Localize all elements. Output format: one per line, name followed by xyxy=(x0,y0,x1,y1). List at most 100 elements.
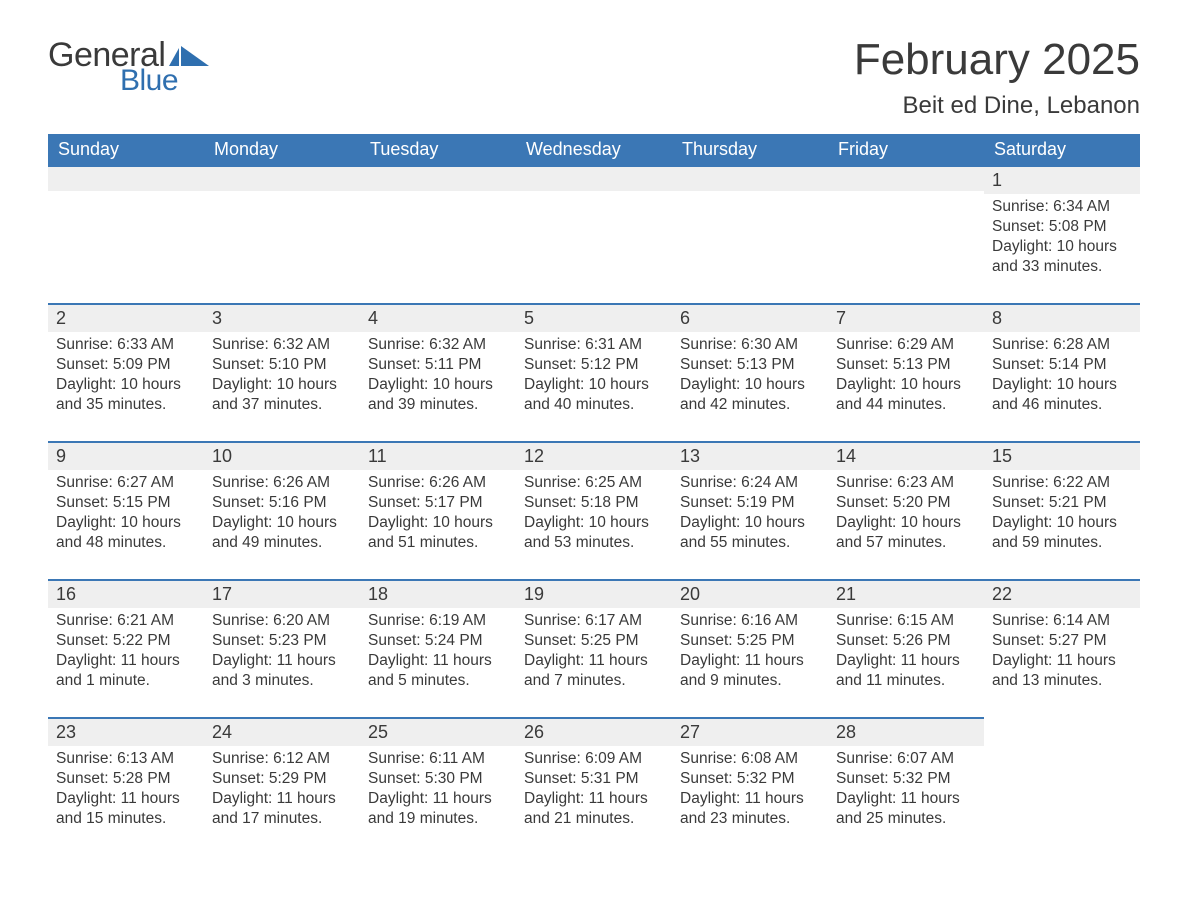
day-details: Sunrise: 6:09 AMSunset: 5:31 PMDaylight:… xyxy=(516,746,672,834)
weekday-header: Sunday xyxy=(48,134,204,165)
day-number: 9 xyxy=(48,441,204,470)
sunrise-line: Sunrise: 6:33 AM xyxy=(56,335,196,355)
empty-day-marker xyxy=(516,165,672,191)
day-number: 21 xyxy=(828,579,984,608)
calendar-cell: 15 Sunrise: 6:22 AMSunset: 5:21 PMDayligh… xyxy=(984,441,1140,579)
sunrise-line: Sunrise: 6:09 AM xyxy=(524,749,664,769)
daylight-line: Daylight: 10 hours and 48 minutes. xyxy=(56,513,196,553)
calendar-cell: 1Sunrise: 6:34 AMSunset: 5:08 PMDaylight… xyxy=(984,165,1140,303)
sunrise-line: Sunrise: 6:13 AM xyxy=(56,749,196,769)
sunset-line: Sunset: 5:13 PM xyxy=(836,355,976,375)
calendar-cell xyxy=(516,165,672,303)
day-number: 27 xyxy=(672,717,828,746)
sunrise-line: Sunrise: 6:22 AM xyxy=(992,473,1132,493)
logo: General Blue xyxy=(48,38,209,96)
calendar-cell: 22Sunrise: 6:14 AMSunset: 5:27 PMDayligh… xyxy=(984,579,1140,717)
sunset-line: Sunset: 5:14 PM xyxy=(992,355,1132,375)
calendar-table: SundayMondayTuesdayWednesdayThursdayFrid… xyxy=(48,134,1140,855)
calendar-cell: 12Sunrise: 6:25 AMSunset: 5:18 PMDayligh… xyxy=(516,441,672,579)
calendar-cell: 18Sunrise: 6:19 AMSunset: 5:24 PMDayligh… xyxy=(360,579,516,717)
calendar-cell xyxy=(360,165,516,303)
sunrise-line: Sunrise: 6:16 AM xyxy=(680,611,820,631)
day-number: 15 xyxy=(984,441,1140,470)
day-details: Sunrise: 6:07 AMSunset: 5:32 PMDaylight:… xyxy=(828,746,984,834)
day-details: Sunrise: 6:08 AMSunset: 5:32 PMDaylight:… xyxy=(672,746,828,834)
day-details: Sunrise: 6:26 AMSunset: 5:16 PMDaylight:… xyxy=(204,470,360,558)
calendar-cell: 8Sunrise: 6:28 AMSunset: 5:14 PMDaylight… xyxy=(984,303,1140,441)
calendar-week: 1Sunrise: 6:34 AMSunset: 5:08 PMDaylight… xyxy=(48,165,1140,303)
sunset-line: Sunset: 5:32 PM xyxy=(680,769,820,789)
header-row: General Blue February 2025 Beit ed Dine,… xyxy=(48,38,1140,120)
day-details: Sunrise: 6:14 AMSunset: 5:27 PMDaylight:… xyxy=(984,608,1140,696)
daylight-line: Daylight: 10 hours and 57 minutes. xyxy=(836,513,976,553)
calendar-cell xyxy=(984,717,1140,855)
weekday-header: Monday xyxy=(204,134,360,165)
day-number: 7 xyxy=(828,303,984,332)
sunrise-line: Sunrise: 6:21 AM xyxy=(56,611,196,631)
daylight-line: Daylight: 11 hours and 9 minutes. xyxy=(680,651,820,691)
sunset-line: Sunset: 5:20 PM xyxy=(836,493,976,513)
calendar-cell: 24Sunrise: 6:12 AMSunset: 5:29 PMDayligh… xyxy=(204,717,360,855)
daylight-line: Daylight: 11 hours and 15 minutes. xyxy=(56,789,196,829)
logo-word-blue: Blue xyxy=(120,66,209,96)
calendar-cell: 10Sunrise: 6:26 AMSunset: 5:16 PMDayligh… xyxy=(204,441,360,579)
calendar-week: 23Sunrise: 6:13 AMSunset: 5:28 PMDayligh… xyxy=(48,717,1140,855)
daylight-line: Daylight: 10 hours and 35 minutes. xyxy=(56,375,196,415)
daylight-line: Daylight: 11 hours and 19 minutes. xyxy=(368,789,508,829)
day-number: 10 xyxy=(204,441,360,470)
day-number: 24 xyxy=(204,717,360,746)
sunset-line: Sunset: 5:23 PM xyxy=(212,631,352,651)
day-number: 13 xyxy=(672,441,828,470)
calendar-cell: 7Sunrise: 6:29 AMSunset: 5:13 PMDaylight… xyxy=(828,303,984,441)
day-details: Sunrise: 6:26 AMSunset: 5:17 PMDaylight:… xyxy=(360,470,516,558)
sunrise-line: Sunrise: 6:34 AM xyxy=(992,197,1132,217)
daylight-line: Daylight: 11 hours and 17 minutes. xyxy=(212,789,352,829)
sunset-line: Sunset: 5:16 PM xyxy=(212,493,352,513)
sunrise-line: Sunrise: 6:07 AM xyxy=(836,749,976,769)
day-number: 1 xyxy=(984,165,1140,194)
calendar-cell: 26Sunrise: 6:09 AMSunset: 5:31 PMDayligh… xyxy=(516,717,672,855)
calendar-cell: 9Sunrise: 6:27 AMSunset: 5:15 PMDaylight… xyxy=(48,441,204,579)
sunrise-line: Sunrise: 6:32 AM xyxy=(368,335,508,355)
weekday-header: Thursday xyxy=(672,134,828,165)
sunrise-line: Sunrise: 6:12 AM xyxy=(212,749,352,769)
day-details: Sunrise: 6:24 AMSunset: 5:19 PMDaylight:… xyxy=(672,470,828,558)
day-number: 25 xyxy=(360,717,516,746)
day-details: Sunrise: 6:16 AMSunset: 5:25 PMDaylight:… xyxy=(672,608,828,696)
sunset-line: Sunset: 5:25 PM xyxy=(680,631,820,651)
sunset-line: Sunset: 5:26 PM xyxy=(836,631,976,651)
sunrise-line: Sunrise: 6:15 AM xyxy=(836,611,976,631)
daylight-line: Daylight: 10 hours and 59 minutes. xyxy=(992,513,1132,553)
day-number: 26 xyxy=(516,717,672,746)
day-number: 19 xyxy=(516,579,672,608)
sunrise-line: Sunrise: 6:28 AM xyxy=(992,335,1132,355)
sunset-line: Sunset: 5:12 PM xyxy=(524,355,664,375)
weekday-row: SundayMondayTuesdayWednesdayThursdayFrid… xyxy=(48,134,1140,165)
calendar-cell: 13Sunrise: 6:24 AMSunset: 5:19 PMDayligh… xyxy=(672,441,828,579)
calendar-cell: 28Sunrise: 6:07 AMSunset: 5:32 PMDayligh… xyxy=(828,717,984,855)
sunset-line: Sunset: 5:27 PM xyxy=(992,631,1132,651)
weekday-header: Tuesday xyxy=(360,134,516,165)
day-details: Sunrise: 6:21 AMSunset: 5:22 PMDaylight:… xyxy=(48,608,204,696)
calendar-cell: 3Sunrise: 6:32 AMSunset: 5:10 PMDaylight… xyxy=(204,303,360,441)
sunset-line: Sunset: 5:24 PM xyxy=(368,631,508,651)
sunset-line: Sunset: 5:09 PM xyxy=(56,355,196,375)
day-number: 20 xyxy=(672,579,828,608)
calendar-cell: 6Sunrise: 6:30 AMSunset: 5:13 PMDaylight… xyxy=(672,303,828,441)
sunset-line: Sunset: 5:17 PM xyxy=(368,493,508,513)
sunrise-line: Sunrise: 6:24 AM xyxy=(680,473,820,493)
sunrise-line: Sunrise: 6:08 AM xyxy=(680,749,820,769)
calendar-cell xyxy=(204,165,360,303)
empty-day-marker xyxy=(48,165,204,191)
sunrise-line: Sunrise: 6:30 AM xyxy=(680,335,820,355)
sunset-line: Sunset: 5:19 PM xyxy=(680,493,820,513)
daylight-line: Daylight: 10 hours and 33 minutes. xyxy=(992,237,1132,277)
daylight-line: Daylight: 11 hours and 13 minutes. xyxy=(992,651,1132,691)
calendar-cell: 17Sunrise: 6:20 AMSunset: 5:23 PMDayligh… xyxy=(204,579,360,717)
day-details: Sunrise: 6:20 AMSunset: 5:23 PMDaylight:… xyxy=(204,608,360,696)
sunset-line: Sunset: 5:21 PM xyxy=(992,493,1132,513)
calendar-cell: 11Sunrise: 6:26 AMSunset: 5:17 PMDayligh… xyxy=(360,441,516,579)
calendar-cell: 14Sunrise: 6:23 AMSunset: 5:20 PMDayligh… xyxy=(828,441,984,579)
sunrise-line: Sunrise: 6:20 AM xyxy=(212,611,352,631)
calendar-cell: 16Sunrise: 6:21 AMSunset: 5:22 PMDayligh… xyxy=(48,579,204,717)
